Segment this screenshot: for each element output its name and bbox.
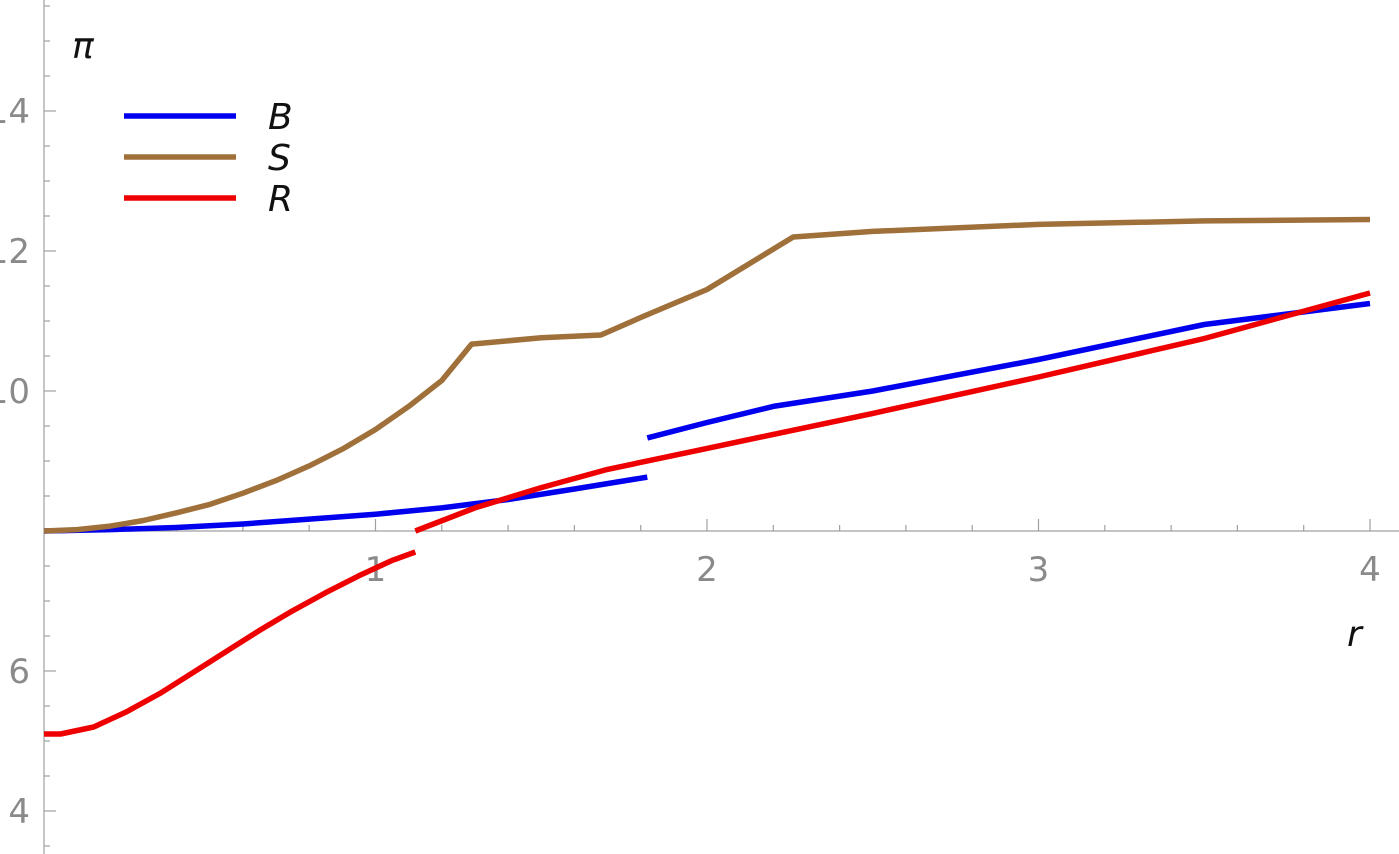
y-tick-label: 10: [0, 372, 30, 412]
series-line-b: [43, 474, 648, 534]
y-ticks: 4 6 10 12 14: [0, 92, 56, 832]
x-minor-ticks: [109, 525, 1305, 531]
y-tick-label: 14: [0, 92, 30, 132]
y-tick-label: 4: [8, 792, 30, 832]
x-axis-label: r: [1347, 614, 1364, 655]
y-tick-label: 12: [0, 232, 30, 272]
legend-label-s: S: [268, 138, 291, 179]
series-lines: [43, 216, 1371, 737]
y-minor-ticks: [44, 5, 50, 847]
x-tick-label: 4: [1359, 550, 1381, 590]
series-line-r: [44, 549, 417, 737]
x-tick-label: 2: [696, 550, 718, 590]
series-line-b: [646, 300, 1371, 441]
x-tick-label: 3: [1028, 550, 1050, 590]
legend-label-b: B: [268, 97, 293, 138]
series-s: [43, 216, 1371, 534]
legend: BSR: [124, 97, 293, 220]
series-b: [43, 300, 1371, 534]
y-axis-label: π: [72, 26, 95, 67]
y-tick-label: 6: [8, 652, 30, 692]
series-line-s: [43, 216, 1371, 534]
series-r: [44, 290, 1371, 737]
series-line-r: [414, 290, 1371, 534]
legend-label-r: R: [268, 179, 293, 220]
